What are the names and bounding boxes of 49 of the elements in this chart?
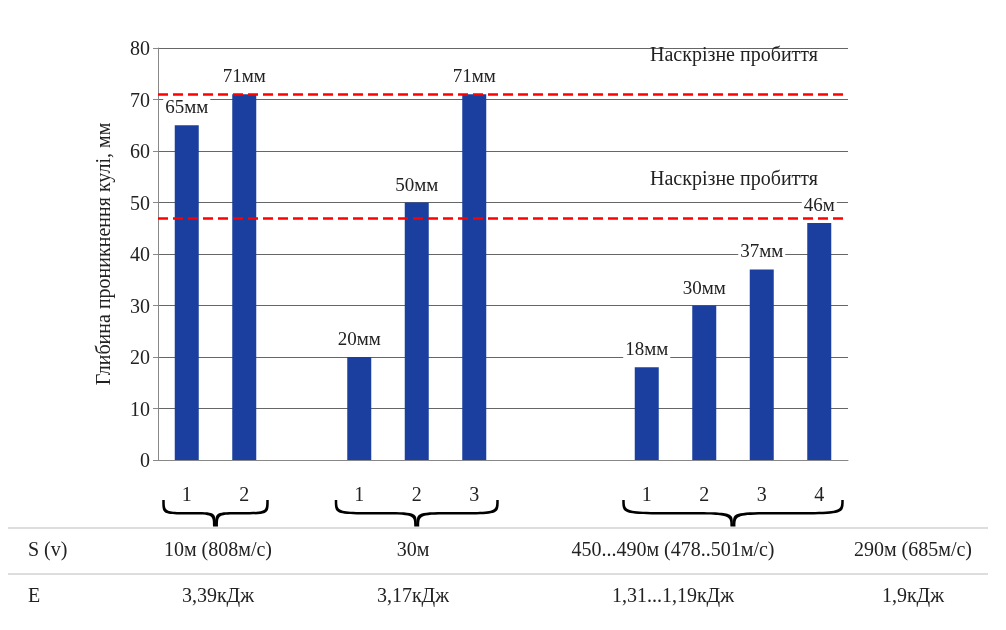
- y-tick-label: 0: [140, 449, 150, 471]
- y-tick-label: 60: [130, 140, 150, 162]
- text: 450...490м (478..501м/с): [570, 537, 776, 562]
- text: 1,31...1,19кДж: [610, 583, 736, 608]
- bar: [232, 94, 257, 460]
- y-tick-label: 50: [130, 191, 150, 214]
- y-tick-label: 20: [130, 346, 150, 368]
- y-tick-label: 80: [130, 37, 150, 59]
- bar: [807, 223, 832, 460]
- bar: [749, 269, 774, 460]
- bar: [347, 357, 372, 460]
- text: 1,9кДж: [880, 583, 946, 608]
- x-tick-label: 4: [814, 483, 825, 505]
- bar: [462, 94, 487, 460]
- y-tick-label: 40: [130, 243, 150, 265]
- data-label: 65мм: [165, 96, 209, 118]
- data-label: 18мм: [625, 338, 669, 360]
- data-label: 71мм: [452, 65, 496, 87]
- bar: [634, 367, 659, 460]
- text: 290м (685м/с): [853, 538, 973, 560]
- text: 30м: [396, 538, 430, 560]
- bar: [174, 125, 199, 460]
- data-label: 37мм: [740, 240, 784, 262]
- y-tick-label: 30: [130, 294, 150, 317]
- x-tick-label: 1: [641, 483, 652, 505]
- x-tick-label: 3: [469, 483, 480, 505]
- data-label: 50мм: [395, 173, 439, 195]
- bar: [692, 305, 717, 460]
- data-label: 20мм: [337, 328, 381, 349]
- y-axis-title: Глибина проникнення кулі, мм: [92, 122, 115, 386]
- y-tick-label: 70: [130, 88, 150, 111]
- x-tick-label: 1: [181, 483, 192, 505]
- data-label: 71мм: [222, 65, 266, 87]
- data-label: 30мм: [682, 276, 726, 298]
- x-tick-label: 3: [756, 483, 767, 505]
- y-tick-label: 10: [130, 397, 150, 420]
- text: S (v): [28, 537, 69, 562]
- data-label: 46м: [803, 194, 835, 216]
- x-tick-label: 2: [411, 483, 422, 505]
- ref-line-label: Наскрізне пробиття: [650, 166, 818, 190]
- text: E: [28, 583, 42, 608]
- text: 10м (808м/с): [162, 537, 274, 562]
- text: 3,17кДж: [375, 583, 451, 608]
- ref-line-label: Наскрізне пробиття: [650, 43, 818, 67]
- x-tick-label: 2: [699, 483, 710, 505]
- x-tick-label: 2: [239, 483, 250, 505]
- text: 3,39кДж: [180, 583, 256, 608]
- bar: [404, 202, 429, 460]
- x-tick-label: 1: [354, 483, 365, 505]
